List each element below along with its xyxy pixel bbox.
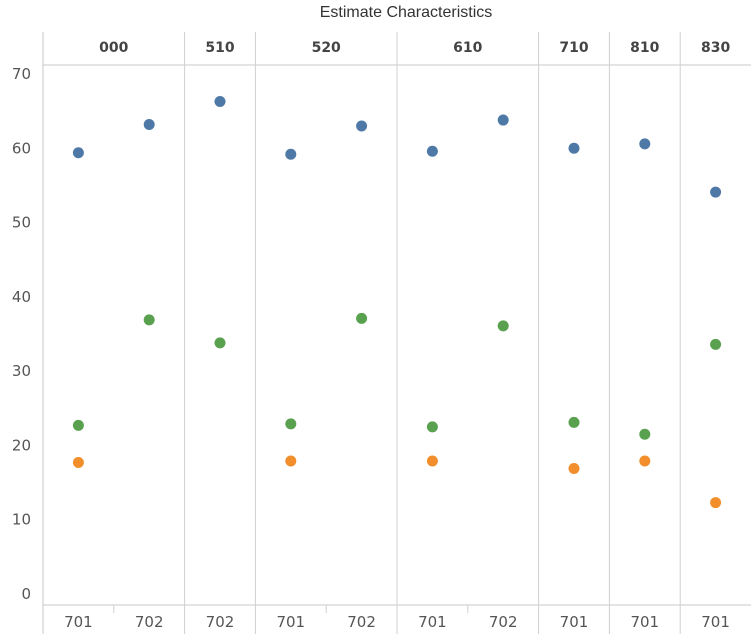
data-point [143, 119, 155, 131]
data-point [568, 142, 580, 154]
y-tick-label: 40 [12, 288, 31, 306]
data-point [710, 186, 722, 198]
group-header-label: 520 [312, 40, 341, 56]
group-header-row: 000 510 520 610 710 810 830 [99, 40, 730, 56]
data-point [143, 314, 155, 326]
data-point [356, 120, 368, 132]
x-tick-label: 701 [64, 613, 93, 631]
group-header-label: 610 [453, 40, 482, 56]
y-tick-label: 60 [12, 139, 31, 157]
data-point [497, 114, 509, 126]
data-point [426, 421, 438, 433]
x-axis: 701 702 702 701 702 701 702 701 701 701 [64, 613, 730, 631]
data-point [568, 462, 580, 474]
x-tick-label: 701 [701, 613, 730, 631]
x-tick-label: 702 [347, 613, 376, 631]
group-header-label: 510 [205, 40, 234, 56]
data-point [639, 138, 651, 150]
grid-layer [42, 32, 751, 634]
x-tick-label: 701 [276, 613, 305, 631]
data-point [639, 455, 651, 467]
group-header-label: 710 [559, 40, 588, 56]
y-tick-label: 0 [21, 585, 31, 603]
x-tick-label: 701 [560, 613, 589, 631]
data-point [285, 455, 297, 467]
data-point [214, 95, 226, 107]
y-tick-label: 20 [12, 436, 31, 454]
y-tick-label: 50 [12, 214, 31, 232]
data-point [497, 320, 509, 332]
group-header-label: 810 [630, 40, 659, 56]
data-point [72, 147, 84, 159]
data-point [639, 428, 651, 440]
data-point [356, 312, 368, 324]
data-point [568, 416, 580, 428]
data-point [285, 148, 297, 160]
x-tick-label: 701 [630, 613, 659, 631]
y-axis: 0 10 20 30 40 50 60 70 [12, 65, 31, 603]
data-point [426, 455, 438, 467]
group-header-label: 000 [99, 40, 128, 56]
data-points [72, 95, 722, 509]
y-tick-label: 10 [12, 511, 31, 529]
y-tick-label: 70 [12, 65, 31, 83]
data-point [214, 337, 226, 349]
data-point [710, 497, 722, 509]
data-point [285, 418, 297, 430]
x-tick-label: 702 [489, 613, 518, 631]
x-tick-label: 702 [206, 613, 235, 631]
y-tick-label: 30 [12, 362, 31, 380]
x-tick-label: 702 [135, 613, 164, 631]
data-point [426, 145, 438, 157]
group-header-label: 830 [701, 40, 730, 56]
data-point [72, 419, 84, 431]
data-point [72, 457, 84, 469]
x-tick-label: 701 [418, 613, 447, 631]
data-point [710, 338, 722, 350]
chart-title: Estimate Characteristics [319, 4, 493, 21]
